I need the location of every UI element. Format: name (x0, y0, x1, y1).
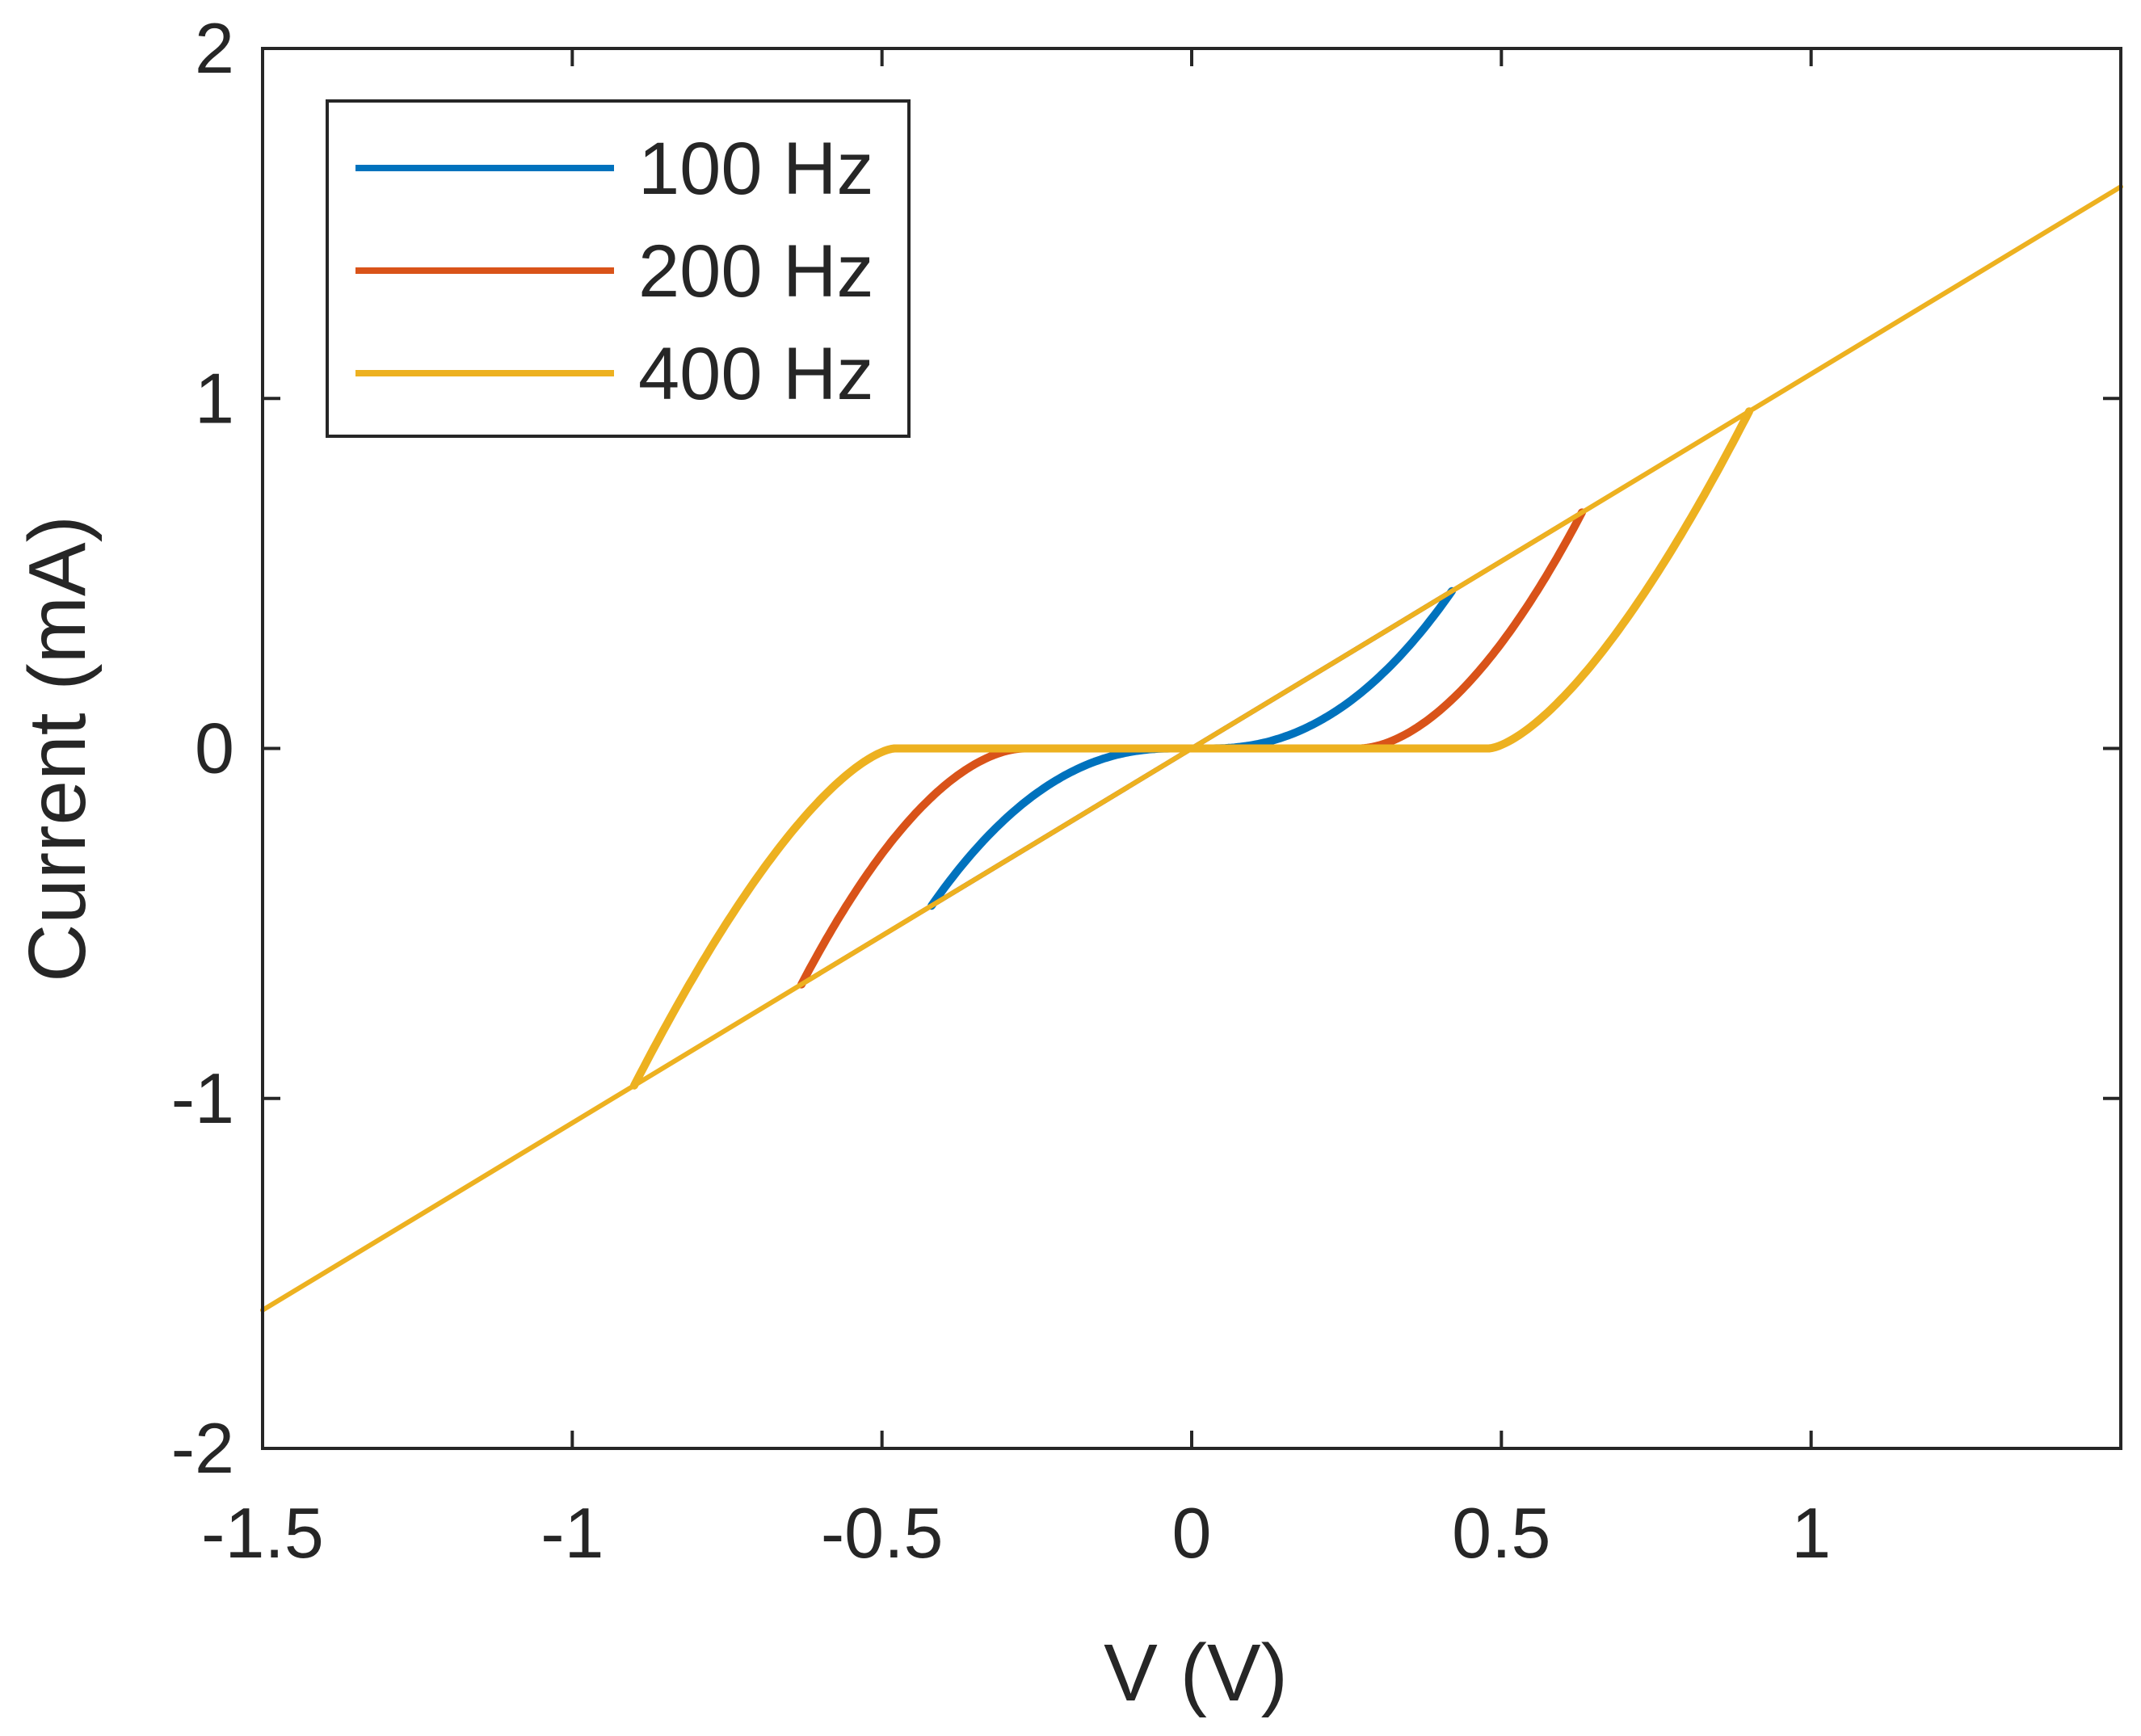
legend-label-100hz: 100 Hz (638, 128, 874, 210)
y-tick-label: -1 (171, 1058, 234, 1138)
series-400hz (260, 184, 2123, 1313)
x-axis-title: V (V) (1104, 1628, 1288, 1718)
y-tick-label: 1 (195, 358, 234, 438)
series-layer (260, 184, 2123, 1313)
x-tick-label: -0.5 (821, 1493, 944, 1573)
series-200hz-negative-branch (797, 744, 1196, 989)
legend: 100 Hz 200 Hz 400 Hz (326, 99, 911, 438)
legend-label-200hz: 200 Hz (638, 230, 874, 313)
y-tick-labels: -2 -1 0 1 2 (171, 8, 234, 1488)
y-tick-label: 0 (195, 708, 234, 788)
plot-area (260, 47, 2123, 1450)
x-tick-label: -1.5 (201, 1493, 324, 1573)
x-tick-label: 0.5 (1452, 1493, 1550, 1573)
x-tick-label: 0 (1172, 1493, 1212, 1573)
x-tick-labels: -1.5 -1 -0.5 0 0.5 1 (201, 1493, 1831, 1573)
series-400hz-negative-branch (630, 744, 1196, 1090)
x-tick-label: -1 (541, 1493, 604, 1573)
tick-marks (261, 47, 2121, 1450)
legend-label-400hz: 400 Hz (638, 333, 874, 415)
x-tick-label: 1 (1791, 1493, 1831, 1573)
y-tick-label: 2 (195, 8, 234, 88)
series-200hz-positive-branch (1188, 508, 1586, 753)
y-axis-title: Current (mA) (12, 515, 103, 982)
series-400hz-positive-branch (1188, 407, 1753, 753)
y-tick-label: -2 (171, 1408, 234, 1488)
